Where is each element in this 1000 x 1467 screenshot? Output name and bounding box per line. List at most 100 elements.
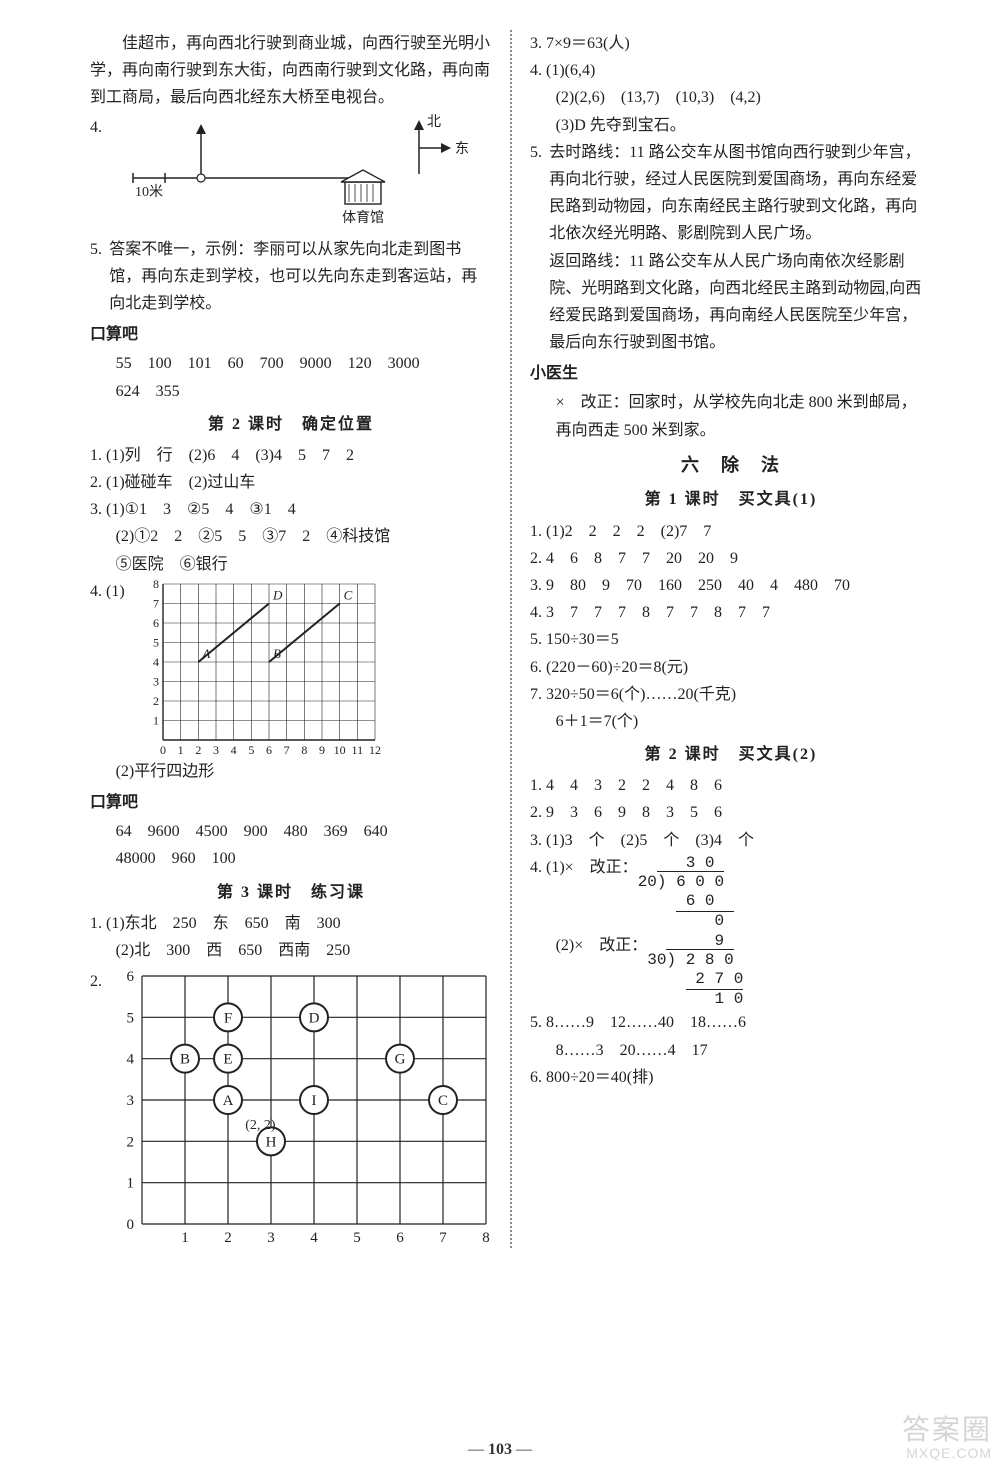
svg-text:7: 7 xyxy=(284,743,290,757)
k1-title: 第 1 课时 买文具(1) xyxy=(530,486,932,513)
svg-text:A: A xyxy=(202,646,211,661)
svg-text:东: 东 xyxy=(455,141,469,157)
long-division-1: 3 020) 6 0 0 6 0 0 xyxy=(638,854,734,932)
svg-text:3: 3 xyxy=(153,674,159,688)
svg-text:E: E xyxy=(223,1052,232,1068)
svg-text:8: 8 xyxy=(302,743,308,757)
svg-text:7: 7 xyxy=(439,1230,447,1246)
svg-text:D: D xyxy=(272,587,283,602)
svg-text:1: 1 xyxy=(126,1176,134,1192)
l3-2: 2. 123456780123456ABEFHDIGC(2, 2) xyxy=(90,968,492,1248)
svg-text:H: H xyxy=(265,1134,276,1150)
svg-text:5: 5 xyxy=(153,635,159,649)
k2-3: 3. (1)3 个 (2)5 个 (3)4 个 xyxy=(530,827,932,854)
svg-text:B: B xyxy=(273,646,281,661)
svg-text:4: 4 xyxy=(231,743,237,757)
kousuan2-title: 口算吧 xyxy=(90,789,492,816)
svg-text:6: 6 xyxy=(126,969,134,985)
svg-text:11: 11 xyxy=(352,743,364,757)
svg-text:0: 0 xyxy=(160,743,166,757)
k1-4: 4. 3 7 7 7 8 7 7 8 7 7 xyxy=(530,599,932,626)
svg-text:2: 2 xyxy=(224,1230,232,1246)
svg-text:0: 0 xyxy=(126,1217,134,1233)
r4a: 4. (1)(6,4) xyxy=(530,57,932,84)
item-5-text: 答案不唯一，示例：李丽可以从家先向北走到图书馆，再向东走到学校，也可以先向东走到… xyxy=(109,236,492,318)
r5-num: 5. xyxy=(530,139,549,357)
long-division-2: 930) 2 8 0 2 7 0 1 0 xyxy=(647,932,743,1010)
lesson2-title: 第 2 课时 确定位置 xyxy=(90,411,492,438)
item-4-content: 10米体育馆 北东 xyxy=(109,114,492,234)
k2-4b: (2)× 改正： 930) 2 8 0 2 7 0 1 0 xyxy=(556,932,932,1010)
svg-text:7: 7 xyxy=(153,596,159,610)
svg-text:10米: 10米 xyxy=(135,184,163,200)
r3: 3. 7×9＝63(人) xyxy=(530,30,932,57)
xiaoyisheng: × 改正：回家时，从学校先向北走 800 米到邮局，再向西走 500 米到家。 xyxy=(530,389,932,443)
l2-4-2: (2)平行四边形 xyxy=(90,758,492,785)
svg-text:G: G xyxy=(394,1052,405,1068)
svg-text:5: 5 xyxy=(353,1230,361,1246)
k1-5: 5. 150÷30＝5 xyxy=(530,626,932,653)
k2-5b: 8……3 20……4 17 xyxy=(530,1037,932,1064)
k2-title: 第 2 课时 买文具(2) xyxy=(530,741,932,768)
svg-text:1: 1 xyxy=(178,743,184,757)
k2-6: 6. 800÷20＝40(排) xyxy=(530,1064,932,1091)
page: 佳超市，再向西北行驶到商业城，向西行驶至光明小学，再向南行驶到东大街，向西南行驶… xyxy=(0,0,1000,1268)
r5a: 去时路线：11 路公交车从图书馆向西行驶到少年宫，再向北行驶，经过人民医院到爱国… xyxy=(549,139,932,248)
labeled-grid-chart: 123456780123456ABEFHDIGC(2, 2) xyxy=(114,968,492,1248)
k2-2: 2. 9 3 6 9 8 3 5 6 xyxy=(530,799,932,826)
l2-1: 1. (1)列 行 (2)6 4 (3)4 5 7 2 xyxy=(90,442,492,469)
k2-5a: 5. 8……9 12……40 18……6 xyxy=(530,1009,932,1036)
svg-text:1: 1 xyxy=(153,713,159,727)
page-number: 103 xyxy=(488,1441,512,1458)
r4b: (2)(2,6) (13,7) (10,3) (4,2) xyxy=(530,84,932,111)
svg-text:D: D xyxy=(308,1010,319,1026)
l2-4: 4. (1) 012345678910111212345678ABCD xyxy=(90,578,492,758)
l2-3a: 3. (1)①1 3 ②5 4 ③1 4 xyxy=(90,496,492,523)
item-5-num: 5. xyxy=(90,236,109,318)
dash-icon: — xyxy=(516,1441,532,1458)
svg-text:8: 8 xyxy=(153,578,159,591)
svg-text:3: 3 xyxy=(267,1230,275,1246)
svg-text:B: B xyxy=(180,1052,190,1068)
kousuan1-l1: 55 100 101 60 700 9000 120 3000 xyxy=(90,350,492,377)
svg-text:3: 3 xyxy=(213,743,219,757)
l2-4-label: 4. (1) xyxy=(90,578,141,605)
k1-3: 3. 9 80 9 70 160 250 40 4 480 70 xyxy=(530,572,932,599)
svg-text:北: 北 xyxy=(427,114,441,130)
k1-6: 6. (220－60)÷20＝8(元) xyxy=(530,654,932,681)
svg-text:3: 3 xyxy=(126,1093,134,1109)
svg-text:体育馆: 体育馆 xyxy=(342,210,384,226)
svg-text:C: C xyxy=(438,1093,448,1109)
svg-text:4: 4 xyxy=(153,655,159,669)
r5: 5. 去时路线：11 路公交车从图书馆向西行驶到少年宫，再向北行驶，经过人民医院… xyxy=(530,139,932,357)
kousuan1-title: 口算吧 xyxy=(90,321,492,348)
svg-text:4: 4 xyxy=(310,1230,318,1246)
watermark-big: 答案圈 xyxy=(902,1414,992,1445)
item-5: 5. 答案不唯一，示例：李丽可以从家先向北走到图书馆，再向东走到学校，也可以先向… xyxy=(90,236,492,318)
svg-text:I: I xyxy=(311,1093,316,1109)
compass-diagram: 10米体育馆 北东 xyxy=(109,114,469,234)
item-4: 4. 10米体育馆 北东 xyxy=(90,114,492,234)
svg-text:6: 6 xyxy=(396,1230,404,1246)
k2-4a: 4. (1)× 改正： 3 020) 6 0 0 6 0 0 xyxy=(530,854,932,932)
r5-content: 去时路线：11 路公交车从图书馆向西行驶到少年宫，再向北行驶，经过人民医院到爱国… xyxy=(549,139,932,357)
page-footer: — 103 — xyxy=(0,1441,1000,1459)
top-paragraph: 佳超市，再向西北行驶到商业城，向西行驶至光明小学，再向南行驶到东大街，向西南行驶… xyxy=(90,30,492,112)
r4c: (3)D 先夺到宝石。 xyxy=(530,112,932,139)
lesson3-title: 第 3 课时 练习课 xyxy=(90,879,492,906)
six-title: 六 除 法 xyxy=(530,450,932,481)
svg-text:6: 6 xyxy=(153,616,159,630)
k2-4a-label: 4. (1)× 改正： xyxy=(530,854,638,881)
svg-text:6: 6 xyxy=(266,743,272,757)
svg-text:2: 2 xyxy=(196,743,202,757)
left-column: 佳超市，再向西北行驶到商业城，向西行驶至光明小学，再向南行驶到东大街，向西南行驶… xyxy=(90,30,510,1248)
l2-3b: (2)①2 2 ②5 5 ③7 2 ④科技馆 xyxy=(90,523,492,550)
l3-1a: 1. (1)东北 250 东 650 南 300 xyxy=(90,910,492,937)
svg-text:F: F xyxy=(224,1010,232,1026)
svg-text:8: 8 xyxy=(482,1230,490,1246)
item-4-num: 4. xyxy=(90,114,109,234)
svg-text:2: 2 xyxy=(126,1134,134,1150)
svg-text:9: 9 xyxy=(319,743,325,757)
k1-7b: 6＋1＝7(个) xyxy=(530,708,932,735)
k2-1: 1. 4 4 3 2 2 4 8 6 xyxy=(530,772,932,799)
